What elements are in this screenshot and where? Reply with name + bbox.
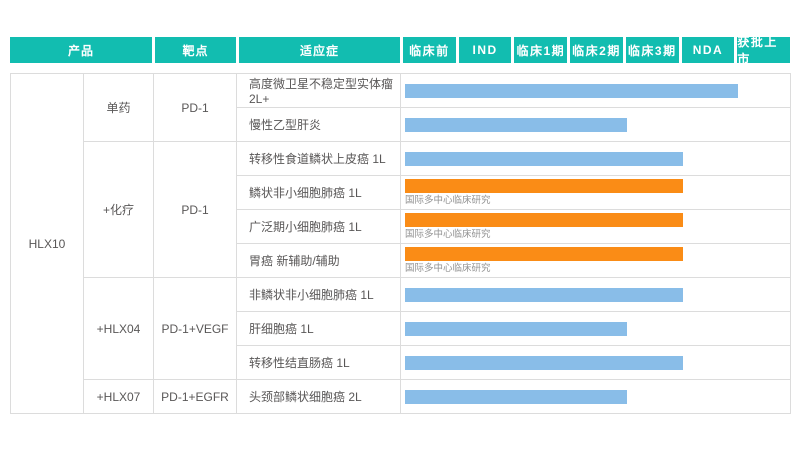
progress-bar [405, 213, 683, 227]
header-cell-product: 产品 [10, 37, 152, 63]
indication-cell: 广泛期小细胞肺癌 1L [236, 209, 401, 244]
stage-header-phase2: 临床2期 [570, 37, 623, 63]
group-cell-hlx04: +HLX04 [83, 277, 154, 380]
stage-header-ind: IND [458, 37, 512, 63]
pipeline-row: 广泛期小细胞肺癌 1L 国际多中心临床研究 [11, 209, 791, 244]
bar-note: 国际多中心临床研究 [405, 195, 491, 206]
indication-cell: 鳞状非小细胞肺癌 1L [236, 175, 401, 210]
progress-bar [405, 83, 738, 98]
progress-bar [405, 287, 683, 302]
header-cell-indication: 适应症 [239, 37, 400, 63]
target-cell-mono: PD-1 [153, 73, 237, 142]
group-cell-hlx07: +HLX07 [83, 379, 154, 414]
pipeline-row: HLX10 单药 PD-1 高度微卫星不稳定型实体瘤 2L+ [10, 73, 791, 414]
pipeline-row: 胃癌 新辅助/辅助 国际多中心临床研究 [11, 243, 791, 278]
progress-bar [405, 321, 627, 336]
stage-header-nda: NDA [681, 37, 735, 63]
pipeline-row: +化疗 PD-1 转移性食道鳞状上皮癌 1L [11, 141, 791, 278]
pipeline-row: 鳞状非小细胞肺癌 1L 国际多中心临床研究 [11, 175, 791, 210]
bar-note: 国际多中心临床研究 [405, 229, 491, 240]
target-cell-hlx04: PD-1+VEGF [153, 277, 237, 380]
indication-cell: 转移性食道鳞状上皮癌 1L [236, 141, 401, 176]
stage-header-phase3: 临床3期 [625, 37, 679, 63]
bar-note: 国际多中心临床研究 [405, 263, 491, 274]
pipeline-row: 慢性乙型肝炎 [11, 107, 791, 142]
pipeline-row: 转移性结直肠癌 1L [11, 345, 791, 380]
progress-bar [405, 247, 683, 261]
pipeline-row: +HLX07 PD-1+EGFR 头颈部鳞状细胞癌 2L [11, 379, 791, 414]
target-cell-hlx07: PD-1+EGFR [153, 379, 237, 414]
target-cell-chemo: PD-1 [153, 141, 237, 278]
table-header: 产品 靶点 适应症 临床前 IND 临床1期 临床2期 临床3期 NDA 获批上… [10, 35, 791, 66]
pipeline-row: +HLX04 PD-1+VEGF 非鳞状非小细胞肺癌 1L [11, 277, 791, 380]
product-cell: HLX10 [10, 73, 84, 414]
stage-header-phase1: 临床1期 [514, 37, 568, 63]
header-cell-target: 靶点 [155, 37, 236, 63]
indication-cell: 非鳞状非小细胞肺癌 1L [236, 277, 401, 312]
indication-cell: 肝细胞癌 1L [236, 311, 401, 346]
group-cell-mono: 单药 [83, 73, 154, 142]
indication-cell: 慢性乙型肝炎 [236, 107, 401, 142]
stage-header-preclinical: 临床前 [403, 37, 456, 63]
pipeline-row: 肝细胞癌 1L [11, 311, 791, 346]
indication-cell: 转移性结直肠癌 1L [236, 345, 401, 380]
progress-bar [405, 151, 683, 166]
progress-bar [405, 179, 683, 193]
indication-cell: 胃癌 新辅助/辅助 [236, 243, 401, 278]
indication-cell: 高度微卫星不稳定型实体瘤 2L+ [236, 73, 401, 108]
progress-bar [405, 389, 627, 404]
indication-cell: 头颈部鳞状细胞癌 2L [236, 379, 401, 414]
progress-bar [405, 117, 627, 132]
group-cell-chemo: +化疗 [83, 141, 154, 278]
progress-bar [405, 355, 683, 370]
pipeline-table: HLX10 单药 PD-1 高度微卫星不稳定型实体瘤 2L+ 慢性乙型肝炎 +化… [10, 73, 791, 414]
stage-header-approved: 获批上市 [737, 35, 791, 66]
